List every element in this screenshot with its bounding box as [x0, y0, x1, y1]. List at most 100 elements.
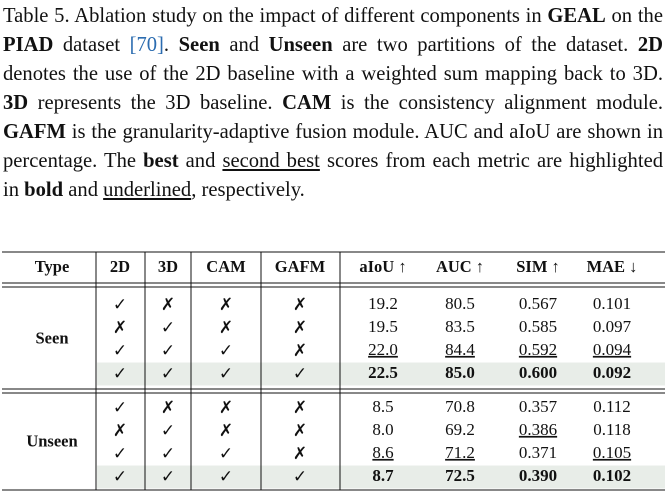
- caption-segment: [70]: [129, 34, 164, 56]
- metric-value: 0.092: [593, 363, 631, 382]
- caption-segment: bold: [24, 179, 64, 201]
- caption-segment: 3D: [3, 92, 29, 114]
- column-header: SIM ↑: [516, 257, 560, 276]
- metric-value: 0.585: [519, 317, 557, 336]
- component-mark: ✗: [219, 421, 233, 441]
- component-mark: ✗: [293, 341, 307, 361]
- component-mark: ✗: [113, 318, 127, 338]
- component-mark: ✗: [293, 421, 307, 441]
- metric-value: 69.2: [445, 420, 475, 439]
- caption-segment: denotes the use of the 2D baseline with …: [3, 63, 663, 85]
- metric-value: 0.097: [593, 317, 632, 336]
- caption-segment: .: [163, 34, 179, 56]
- metric-value: 83.5: [445, 317, 475, 336]
- group-label: Unseen: [26, 431, 77, 450]
- caption-segment: and: [219, 34, 269, 56]
- caption-segment: dataset: [53, 34, 130, 56]
- component-mark: ✗: [293, 398, 307, 418]
- component-mark: ✓: [219, 341, 233, 361]
- metric-value: 0.600: [519, 363, 557, 382]
- metric-value: 85.0: [445, 363, 475, 382]
- metric-value: 0.371: [519, 443, 557, 462]
- column-header: CAM: [206, 257, 246, 276]
- metric-value: 19.5: [368, 317, 398, 336]
- metric-value: 8.0: [372, 420, 393, 439]
- caption-segment: GEAL: [547, 5, 606, 27]
- caption: Table 5. Ablation study on the impact of…: [3, 2, 663, 205]
- component-mark: ✓: [161, 421, 175, 441]
- metric-value: 71.2: [445, 443, 475, 462]
- component-mark: ✗: [219, 318, 233, 338]
- component-mark: ✓: [293, 467, 307, 487]
- metric-value: 8.7: [372, 466, 394, 485]
- column-header: 2D: [110, 257, 130, 276]
- caption-segment: Table 5. Ablation study on the impact of…: [3, 5, 548, 27]
- component-mark: ✓: [113, 364, 127, 384]
- caption-segment: GAFM: [3, 121, 66, 143]
- column-header: aIoU ↑: [359, 257, 406, 276]
- component-mark: ✓: [161, 341, 175, 361]
- metric-value: 19.2: [368, 294, 398, 313]
- component-mark: ✗: [293, 318, 307, 338]
- caption-segment: is the granularity-adaptive fusion modul…: [3, 121, 663, 172]
- group-label: Seen: [36, 328, 69, 347]
- column-header: MAE ↓: [587, 257, 638, 276]
- caption-segment: CAM: [282, 92, 332, 114]
- component-mark: ✗: [293, 295, 307, 315]
- caption-segment: Seen: [178, 34, 220, 56]
- column-header: 3D: [158, 257, 178, 276]
- caption-segment: and: [178, 150, 223, 172]
- component-mark: ✓: [161, 318, 175, 338]
- caption-segment: PIAD: [3, 34, 54, 56]
- metric-value: 0.567: [519, 294, 558, 313]
- metric-value: 0.357: [519, 397, 558, 416]
- component-mark: ✗: [161, 398, 175, 418]
- metric-value: 0.118: [593, 420, 631, 439]
- column-header: AUC ↑: [436, 257, 484, 276]
- metric-value: 0.386: [519, 420, 557, 439]
- component-mark: ✗: [219, 398, 233, 418]
- component-mark: ✓: [219, 364, 233, 384]
- row-highlight: [97, 465, 665, 489]
- caption-segment: 2D: [637, 34, 664, 56]
- component-mark: ✓: [113, 444, 127, 464]
- metric-value: 0.105: [593, 443, 631, 462]
- caption-segment: best: [143, 150, 179, 172]
- component-mark: ✓: [113, 467, 127, 487]
- row-highlight: [97, 362, 665, 386]
- caption-segment: second best: [222, 150, 320, 172]
- caption-segment: underlined: [103, 179, 192, 201]
- metric-value: 72.5: [445, 466, 475, 485]
- component-mark: ✓: [161, 467, 175, 487]
- metric-value: 8.5: [372, 397, 393, 416]
- metric-value: 0.390: [519, 466, 557, 485]
- metric-value: 0.102: [593, 466, 631, 485]
- component-mark: ✓: [113, 341, 127, 361]
- metric-value: 8.6: [372, 443, 393, 462]
- metric-value: 0.112: [593, 397, 631, 416]
- metric-value: 22.0: [368, 340, 398, 359]
- metric-value: 22.5: [368, 363, 398, 382]
- component-mark: ✓: [219, 467, 233, 487]
- caption-segment: scores from each metric are highlighted …: [3, 150, 664, 201]
- metric-value: 84.4: [445, 340, 475, 359]
- caption-segment: and: [63, 179, 104, 201]
- component-mark: ✓: [113, 295, 127, 315]
- component-mark: ✗: [219, 295, 233, 315]
- column-separators: [95, 252, 341, 490]
- component-mark: ✗: [161, 295, 175, 315]
- component-mark: ✗: [113, 421, 127, 441]
- component-mark: ✓: [219, 444, 233, 464]
- metric-value: 80.5: [445, 294, 475, 313]
- caption-segment: are two partitions of the dataset.: [332, 34, 638, 56]
- component-mark: ✓: [161, 444, 175, 464]
- caption-segment: Unseen: [268, 34, 333, 56]
- metric-value: 0.094: [593, 340, 632, 359]
- metric-value: 0.101: [593, 294, 631, 313]
- component-mark: ✓: [293, 364, 307, 384]
- column-header: Type: [35, 257, 70, 276]
- metric-value: 0.592: [519, 340, 557, 359]
- metric-value: 70.8: [445, 397, 475, 416]
